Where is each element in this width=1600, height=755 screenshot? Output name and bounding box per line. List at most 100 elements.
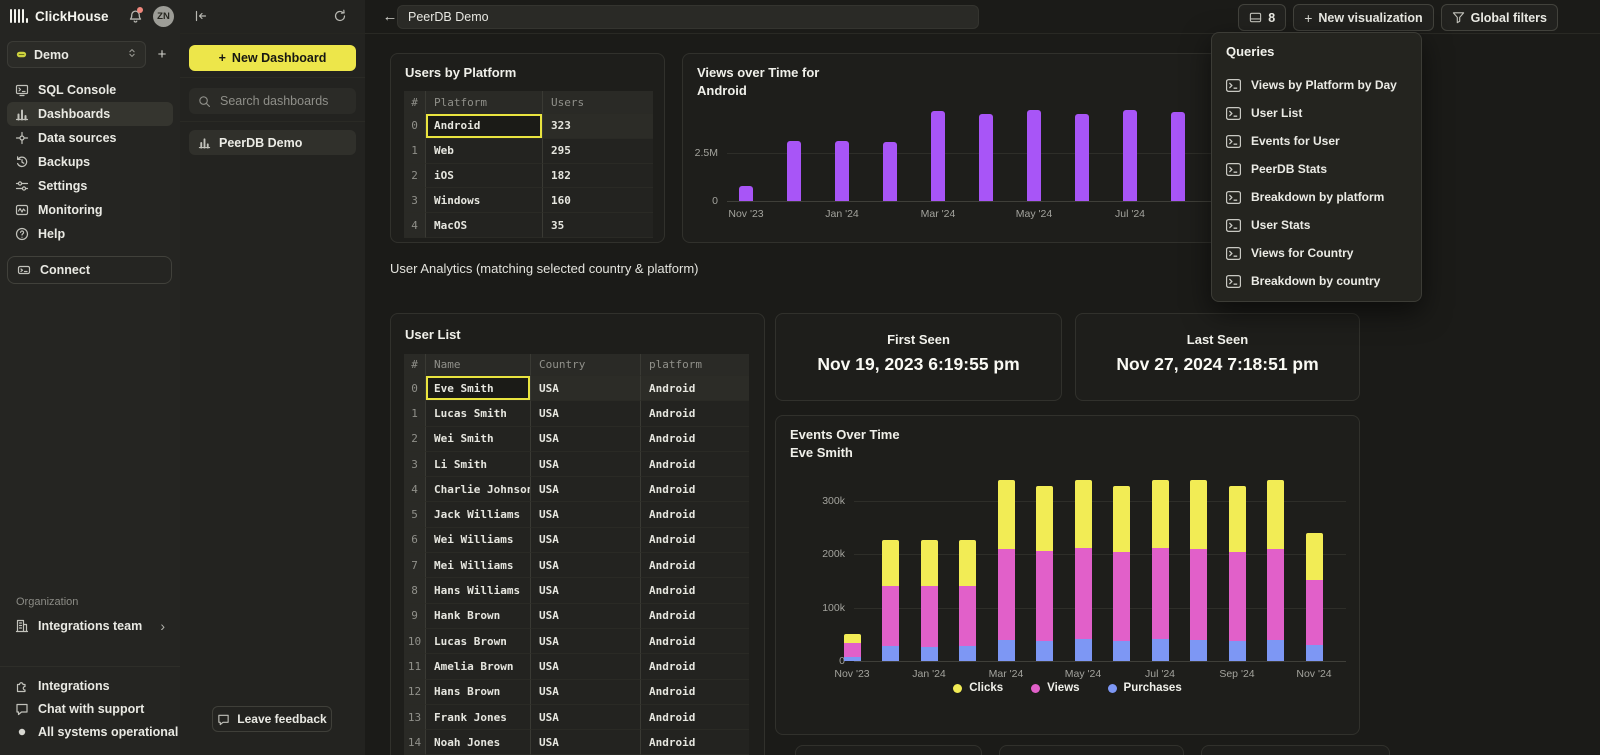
cell[interactable]: USA bbox=[531, 704, 641, 731]
cell[interactable]: Mei Williams bbox=[426, 553, 531, 579]
cell[interactable]: Android bbox=[641, 553, 749, 579]
cell[interactable]: Android bbox=[426, 114, 543, 139]
cell[interactable]: 10 bbox=[404, 628, 426, 655]
cell[interactable]: USA bbox=[531, 477, 641, 503]
sidebar-item-chat-with-support[interactable]: Chat with support bbox=[7, 697, 173, 720]
cell[interactable]: Android bbox=[641, 654, 749, 680]
query-item-user-list[interactable]: User List bbox=[1212, 99, 1421, 127]
cell[interactable]: Android bbox=[641, 451, 749, 478]
chart-bar-clicks[interactable] bbox=[1113, 486, 1130, 552]
new-dashboard-button[interactable]: + New Dashboard bbox=[189, 45, 356, 71]
chart-bar-purchases[interactable] bbox=[843, 656, 861, 661]
cell[interactable]: Android bbox=[641, 603, 749, 629]
cell[interactable]: Jack Williams bbox=[426, 502, 531, 528]
global-filters-button[interactable]: Global filters bbox=[1440, 4, 1558, 31]
chart-bar-purchases[interactable] bbox=[1151, 639, 1169, 661]
chart-bar-views[interactable] bbox=[1113, 551, 1130, 642]
cell[interactable]: Noah Jones bbox=[426, 730, 531, 755]
cell[interactable]: Wei Williams bbox=[426, 527, 531, 554]
chart-bar-purchases[interactable] bbox=[1074, 639, 1092, 661]
sidebar-item-settings[interactable]: Settings bbox=[7, 174, 173, 198]
cell[interactable]: Android bbox=[641, 527, 749, 554]
chart-bar-clicks[interactable] bbox=[920, 539, 938, 587]
cell[interactable]: 1 bbox=[404, 138, 426, 164]
cell[interactable]: Android bbox=[641, 426, 749, 452]
sidebar-item-monitoring[interactable]: Monitoring bbox=[7, 198, 173, 222]
cell[interactable]: Android bbox=[641, 401, 749, 427]
chart-bar-views[interactable] bbox=[1036, 551, 1053, 642]
legend-item-views[interactable]: Views bbox=[1031, 682, 1080, 694]
cell[interactable]: 6 bbox=[404, 527, 426, 554]
cell[interactable]: USA bbox=[531, 628, 641, 655]
cell[interactable]: 3 bbox=[404, 188, 426, 214]
chart-bar-views[interactable] bbox=[1074, 548, 1092, 640]
chart-bar-views[interactable] bbox=[1190, 549, 1207, 641]
notifications-bell-icon[interactable] bbox=[125, 6, 145, 26]
chart-bar-views[interactable] bbox=[882, 586, 899, 647]
collapse-sidebar-icon[interactable] bbox=[194, 9, 208, 23]
cell[interactable]: Frank Jones bbox=[426, 704, 531, 731]
query-item-views-by-platform-by-day[interactable]: Views by Platform by Day bbox=[1212, 71, 1421, 99]
cell[interactable]: USA bbox=[531, 376, 641, 402]
chart-bar-views[interactable] bbox=[959, 586, 976, 647]
cell[interactable]: 14 bbox=[404, 730, 426, 755]
cell[interactable]: Android bbox=[641, 679, 749, 705]
sidebar-item-integrations[interactable]: Integrations bbox=[7, 674, 173, 697]
chart-bar-views[interactable] bbox=[1228, 551, 1246, 642]
cell[interactable]: USA bbox=[531, 401, 641, 427]
add-service-button[interactable]: + bbox=[157, 46, 167, 63]
cell[interactable]: USA bbox=[531, 527, 641, 554]
cell[interactable]: 9 bbox=[404, 603, 426, 629]
sidebar-item-dashboards[interactable]: Dashboards bbox=[7, 102, 173, 126]
cell[interactable]: Android bbox=[641, 578, 749, 604]
chart-bar-views-over-time-for-android[interactable] bbox=[739, 186, 753, 201]
chart-bar-views[interactable] bbox=[920, 586, 938, 647]
chart-bar-clicks[interactable] bbox=[882, 539, 899, 587]
cell[interactable]: iOS bbox=[426, 163, 543, 189]
cell[interactable]: Android bbox=[641, 704, 749, 731]
cell[interactable]: 2 bbox=[404, 426, 426, 452]
sidebar-item-help[interactable]: Help bbox=[7, 222, 173, 246]
chart-bar-purchases[interactable] bbox=[1267, 639, 1284, 661]
query-item-breakdown-by-country[interactable]: Breakdown by country bbox=[1212, 267, 1421, 295]
chart-bar-clicks[interactable] bbox=[959, 539, 976, 587]
cell[interactable]: USA bbox=[531, 730, 641, 755]
cell[interactable]: 2 bbox=[404, 163, 426, 189]
user-avatar[interactable]: ZN bbox=[153, 5, 174, 27]
cell[interactable]: 0 bbox=[404, 376, 426, 402]
cell[interactable]: 35 bbox=[543, 213, 653, 238]
chart-bar-purchases[interactable] bbox=[920, 646, 938, 661]
sidebar-item-all-systems-operational[interactable]: All systems operational bbox=[7, 720, 178, 743]
cell[interactable]: Web bbox=[426, 138, 543, 164]
refresh-icon[interactable] bbox=[333, 9, 347, 23]
cell[interactable]: USA bbox=[531, 502, 641, 528]
chart-bar-views-over-time-for-android[interactable] bbox=[883, 141, 897, 201]
cell[interactable]: 3 bbox=[404, 451, 426, 478]
service-select[interactable]: Demo bbox=[7, 41, 146, 68]
cell[interactable]: 7 bbox=[404, 553, 426, 579]
chart-bar-clicks[interactable] bbox=[1228, 486, 1246, 552]
cell[interactable]: Charlie Johnson bbox=[426, 477, 531, 503]
cell[interactable]: Hank Brown bbox=[426, 603, 531, 629]
new-visualization-button[interactable]: + New visualization bbox=[1293, 4, 1434, 31]
legend-item-clicks[interactable]: Clicks bbox=[953, 682, 1003, 694]
cell[interactable]: 4 bbox=[404, 477, 426, 503]
chart-bar-purchases[interactable] bbox=[1228, 641, 1246, 661]
query-item-peerdb-stats[interactable]: PeerDB Stats bbox=[1212, 155, 1421, 183]
chart-bar-views-over-time-for-android[interactable] bbox=[1123, 109, 1137, 201]
legend-item-purchases[interactable]: Purchases bbox=[1107, 682, 1182, 694]
cell[interactable]: MacOS bbox=[426, 213, 543, 238]
cell[interactable]: USA bbox=[531, 679, 641, 705]
chart-bar-clicks[interactable] bbox=[997, 480, 1015, 549]
chart-bar-purchases[interactable] bbox=[959, 646, 976, 661]
cell[interactable]: USA bbox=[531, 451, 641, 478]
chart-bar-clicks[interactable] bbox=[1074, 479, 1092, 549]
sidebar-item-data-sources[interactable]: Data sources bbox=[7, 126, 173, 150]
cell[interactable]: 11 bbox=[404, 654, 426, 680]
sidebar-item-sql-console[interactable]: SQL Console bbox=[7, 78, 173, 102]
cell[interactable]: 160 bbox=[543, 188, 653, 214]
chart-bar-views[interactable] bbox=[1267, 549, 1284, 640]
chart-bar-clicks[interactable] bbox=[1151, 479, 1169, 549]
cell[interactable]: Hans Williams bbox=[426, 578, 531, 604]
cell[interactable]: USA bbox=[531, 553, 641, 579]
